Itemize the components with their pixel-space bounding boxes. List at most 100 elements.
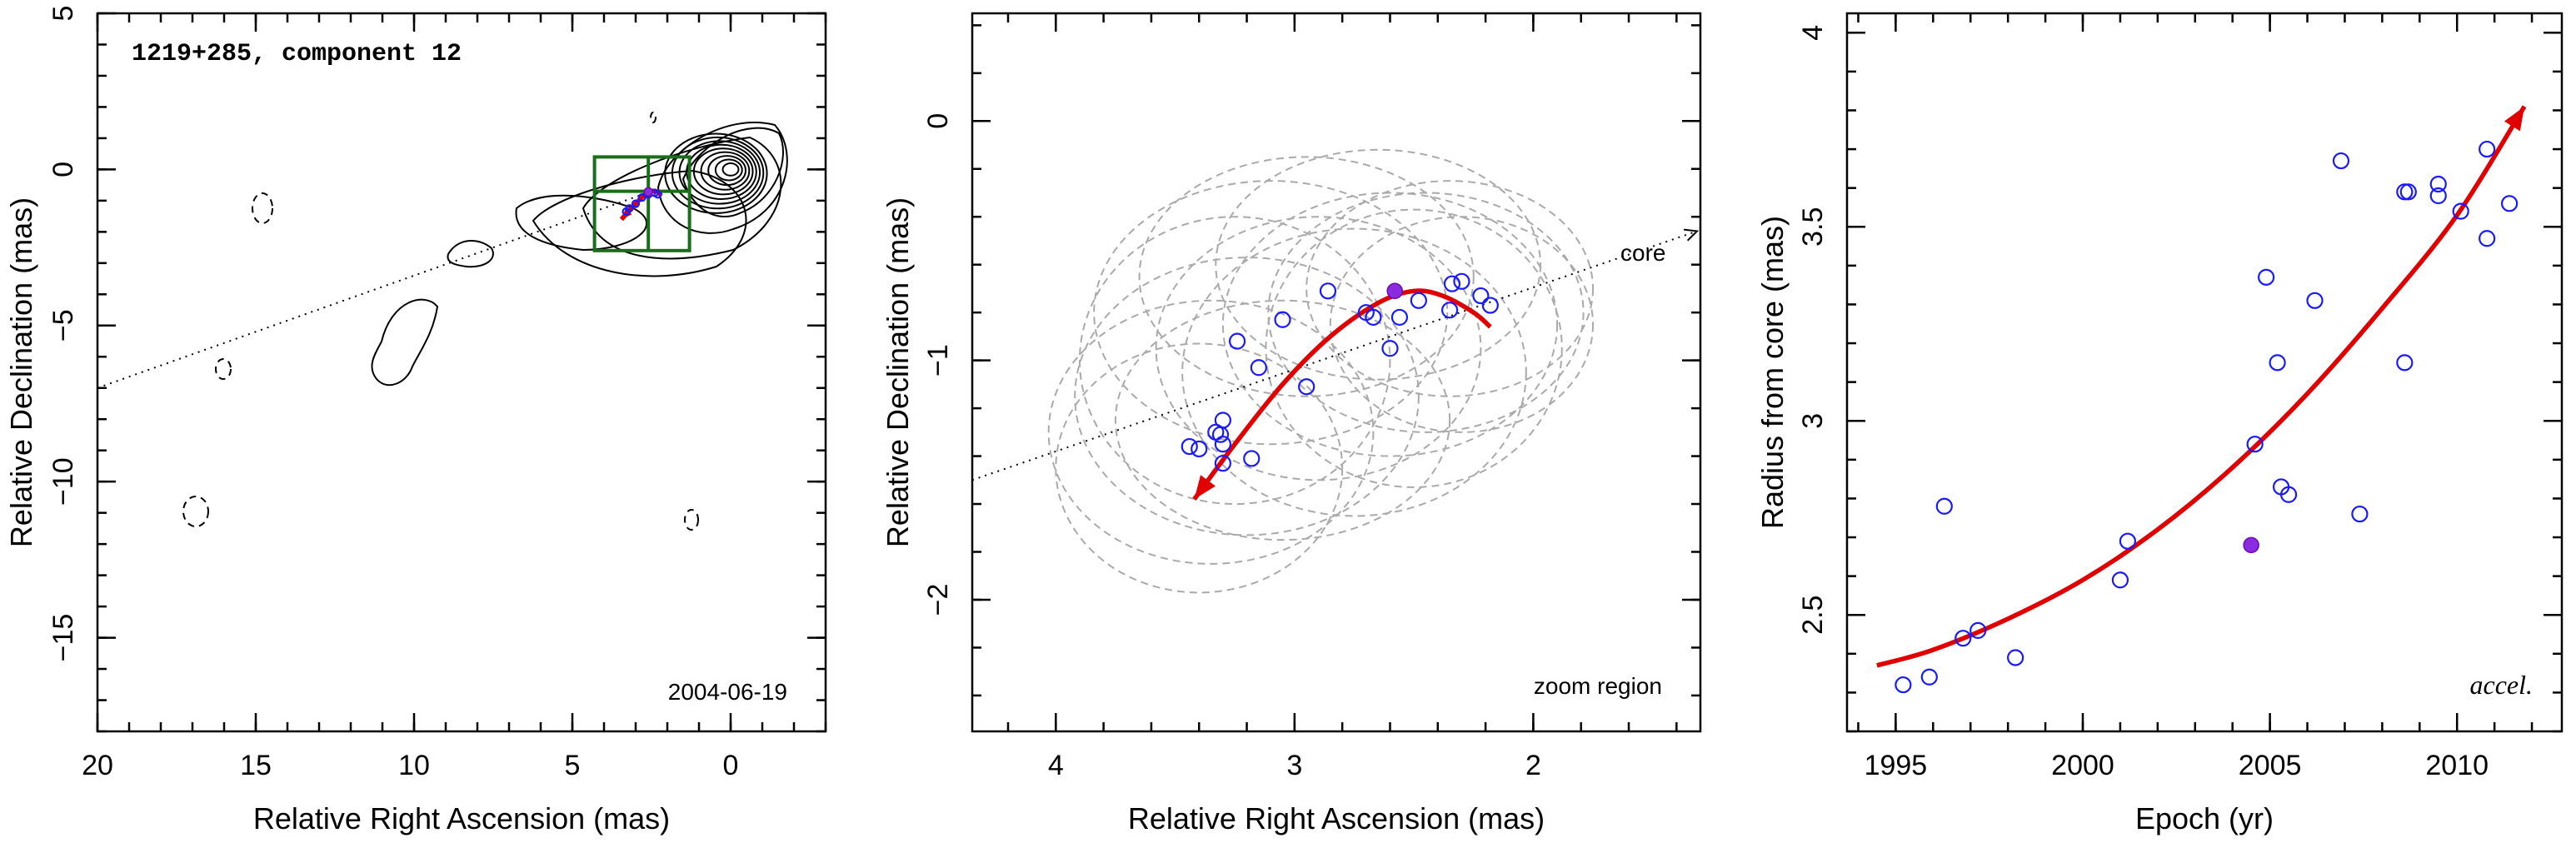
radius-reference-point: [2243, 536, 2259, 554]
sky-map-title: 1219+285, component 12: [132, 40, 462, 68]
zoom-trajectory-arrow: [1194, 475, 1216, 500]
contour-level: [515, 194, 647, 252]
radius-y-tick-label: 2.5: [1797, 596, 1829, 635]
contour-level: [582, 136, 782, 260]
radius-epoch-point: [2479, 140, 2496, 158]
zoom-component-point: [1250, 359, 1267, 377]
beam-ellipse: [1047, 299, 1375, 565]
radius-epoch-point: [1954, 630, 1972, 647]
radius-epoch-point: [2429, 187, 2447, 205]
radius-frame: [1845, 12, 2564, 733]
sky-map-y-tick-label: −15: [47, 614, 79, 662]
sky-map-reference-point: [643, 187, 653, 197]
radius-y-tick-label: 3.5: [1797, 207, 1829, 247]
panel-zoom: 4 3 2 0 −1 −2 zoom region core Relative Right…: [881, 12, 1702, 836]
beam-ellipse: [1114, 299, 1451, 541]
sky-map-plot-area: [97, 112, 788, 531]
radius-epoch-point: [2306, 292, 2324, 309]
zoom-component-point: [1319, 282, 1337, 300]
radius-epoch-point: [1969, 621, 1987, 639]
radius-x-tick-label: 2000: [2051, 750, 2114, 781]
zoom-x-tick-label: 4: [1048, 750, 1064, 781]
zoom-trajectory: [1192, 288, 1492, 501]
beam-ellipse: [1093, 180, 1449, 446]
zoom-ticks: 4 3 2 0 −1 −2: [922, 13, 1700, 781]
beam-ellipse: [1215, 148, 1542, 381]
negative-contour: [650, 112, 656, 123]
radius-x-tick-label: 1995: [1865, 750, 1928, 781]
beam-ellipse: [1181, 227, 1527, 517]
zoom-component-point: [1274, 311, 1291, 328]
negative-contour: [215, 358, 232, 380]
contour-level: [681, 127, 784, 217]
zoom-component-point: [1365, 308, 1382, 327]
radius-epoch-point: [1920, 668, 1938, 686]
radius-x-tick-label: 2010: [2425, 750, 2489, 781]
radius-epoch-point: [2396, 354, 2414, 372]
zoom-y-tick-label: −1: [922, 344, 954, 377]
radius-epoch-point: [2399, 183, 2417, 201]
radius-y-axis-label: Radius from core (mas): [1755, 216, 1790, 529]
radius-epoch-point: [2501, 195, 2519, 212]
zoom-position-angle-line: [971, 230, 1698, 481]
zoom-y-axis-label: Relative Declination (mas): [881, 197, 915, 547]
zoom-component-point: [1191, 440, 1208, 458]
beam-ellipse: [1329, 216, 1595, 433]
zoom-frame: [971, 12, 1702, 733]
zoom-component-point: [1214, 412, 1231, 429]
zoom-component-point: [1441, 302, 1459, 319]
beam-ellipse: [1138, 156, 1475, 397]
radius-epoch-point: [2332, 152, 2350, 170]
radius-epoch-point: [1895, 676, 1912, 694]
beam-ellipse: [1305, 180, 1595, 397]
sky-map-frame: [96, 12, 827, 733]
sky-map-x-tick-label: 10: [398, 750, 430, 781]
zoom-component-point: [1181, 437, 1198, 456]
zoom-component-point: [1453, 272, 1470, 290]
contour-level: [714, 158, 743, 182]
sky-map-ticks: 20 15 10 5 0 5 0 −5 −10 −15: [47, 6, 827, 781]
radius-epoch-point: [2111, 571, 2129, 589]
radius-epoch-point: [2119, 532, 2137, 550]
radius-x-tick-label: 2005: [2239, 750, 2302, 781]
sky-map-x-tick-label: 5: [565, 750, 581, 781]
radius-ticks: 1995 2000 2005 2010 2.5 3 3.5 4: [1797, 13, 2562, 781]
negative-contour: [684, 509, 699, 531]
radius-epoch-point: [2429, 175, 2447, 193]
zoom-component-point: [1214, 436, 1231, 453]
contour-level: [700, 151, 751, 191]
beam-ellipse: [1078, 216, 1391, 506]
sky-map-x-tick-label: 20: [82, 750, 113, 781]
sky-map-x-tick-label: 0: [723, 750, 739, 781]
sky-map-trajectory-arrow: [621, 208, 632, 220]
zoom-component-point: [1243, 450, 1261, 467]
negative-contour: [252, 192, 273, 224]
sky-map-component-point: [637, 193, 646, 202]
radius-epoch-point: [2452, 202, 2469, 220]
zoom-x-tick-label: 3: [1286, 750, 1302, 781]
core-label: core: [1620, 240, 1665, 266]
radius-y-tick-label: 4: [1797, 25, 1829, 41]
zoom-component-point: [1381, 340, 1399, 357]
contour-level: [721, 162, 740, 177]
zoom-component-point: [1481, 297, 1499, 314]
zoom-box: [592, 155, 691, 252]
sky-map-x-tick-label: 15: [240, 750, 272, 781]
core-direction-arrow: [1683, 228, 1700, 242]
radius-epoch-point: [2351, 505, 2369, 523]
beam-ellipse: [1265, 208, 1563, 488]
radius-plot-area: [1876, 105, 2527, 694]
zoom-component-point: [1443, 275, 1461, 292]
beam-ellipse: [1055, 342, 1344, 594]
radius-epoch-point: [2396, 183, 2414, 201]
zoom-component-point: [1228, 332, 1246, 350]
zoom-plot-area: [971, 148, 1700, 594]
zoom-y-tick-label: −2: [922, 584, 954, 616]
panel-radius-epoch: 1995 2000 2005 2010 2.5 3 3.5 4 accel. Epoch (y…: [1755, 12, 2564, 836]
beam-ellipse: [1155, 216, 1482, 481]
sky-map-position-angle-line: [97, 190, 652, 389]
panel-sky-map: 20 15 10 5 0 5 0 −5 −10 −15 1219+285, component 1…: [4, 6, 827, 836]
zoom-component-point: [1410, 292, 1427, 309]
contour-level: [447, 239, 494, 268]
